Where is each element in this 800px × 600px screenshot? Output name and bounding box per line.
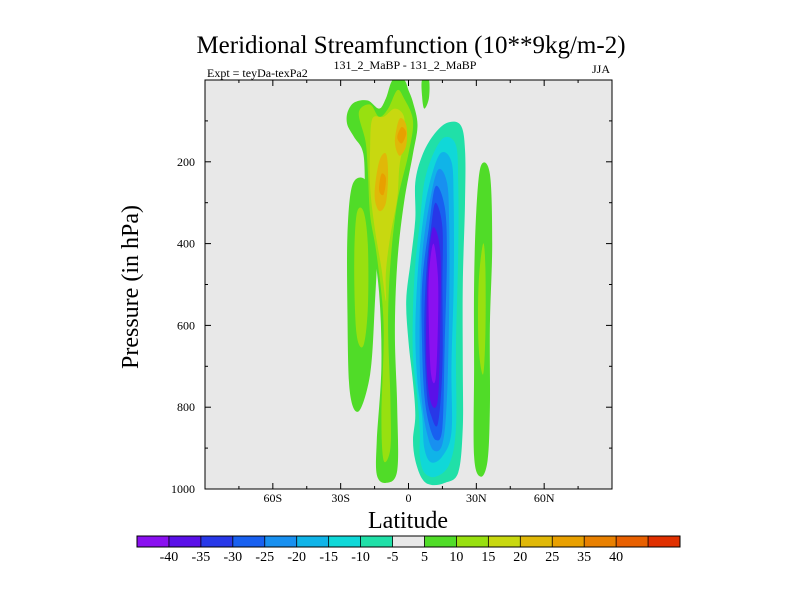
x-tick-label: 30N — [466, 491, 487, 505]
colorbar-bin — [616, 536, 649, 547]
colorbar-bin — [648, 536, 681, 547]
colorbar-label: -25 — [255, 550, 274, 565]
y-tick-label: 1000 — [171, 482, 195, 496]
season-label: JJA — [592, 62, 610, 76]
x-tick-label: 60S — [263, 491, 282, 505]
colorbar-bin — [360, 536, 393, 547]
contour-fill-1-5 — [397, 126, 407, 144]
colorbar-label: 10 — [449, 550, 463, 565]
contour-fill-3-7 — [428, 243, 439, 384]
colorbar-bin — [456, 536, 489, 547]
y-axis-title: Pressure (in hPa) — [118, 205, 144, 369]
colorbar: -40 -35 -30 -25 -20 -15 -10 -5 5 10 15 20 25 35 40 — [136, 535, 681, 565]
colorbar-label: -10 — [351, 550, 370, 565]
colorbar-label: -30 — [223, 550, 242, 565]
chart-title: Meridional Streamfunction (10**9kg/m-2) — [196, 32, 625, 59]
colorbar-bin — [296, 536, 329, 547]
colorbar-label: -40 — [160, 550, 179, 565]
y-tick-label: 600 — [177, 318, 195, 332]
x-tick-label: 0 — [406, 491, 412, 505]
colorbar-label: 20 — [513, 550, 527, 565]
difference-label: 131_2_MaBP - 131_2_MaBP — [334, 58, 477, 72]
x-tick-label: 60N — [534, 491, 555, 505]
colorbar-bin — [137, 536, 170, 547]
contour-fill-1-2 — [369, 108, 405, 301]
contour-layer — [346, 80, 493, 486]
colorbar-bin — [584, 536, 617, 547]
colorbar-bin — [168, 536, 202, 547]
colorbar-label: 35 — [577, 550, 591, 565]
contour-fill-0-1 — [354, 207, 369, 348]
experiment-label: Expt = teyDa-texPa2 — [207, 66, 308, 80]
colorbar-frame — [136, 535, 681, 548]
colorbar-label: -35 — [192, 550, 211, 565]
x-axis: 60S 30S 0 30N 60N — [238, 80, 579, 505]
y-tick-label: 400 — [177, 237, 195, 251]
contour-fill-4-1 — [478, 243, 486, 375]
colorbar-bin — [552, 536, 585, 547]
colorbar-label: 15 — [481, 550, 495, 565]
y-tick-label: 200 — [177, 155, 195, 169]
colorbar-bin — [392, 536, 425, 547]
colorbar-bin — [488, 536, 521, 547]
y-axis: 200 400 600 800 1000 — [171, 120, 612, 496]
y-tick-label: 800 — [177, 400, 195, 414]
x-axis-title: Latitude — [368, 508, 448, 534]
contour-fill-1-6 — [379, 173, 386, 196]
colorbar-bin — [200, 536, 234, 547]
colorbar-bin — [232, 536, 266, 547]
colorbar-label: -5 — [387, 550, 399, 565]
colorbar-bin — [328, 536, 361, 547]
colorbar-bin — [424, 536, 457, 547]
colorbar-label: -20 — [287, 550, 306, 565]
colorbar-label: 40 — [609, 550, 623, 565]
colorbar-label: 25 — [545, 550, 559, 565]
contour-fill-2-0 — [421, 80, 430, 109]
colorbar-bin — [264, 536, 297, 547]
colorbar-label: -15 — [319, 550, 338, 565]
x-tick-label: 30S — [331, 491, 350, 505]
colorbar-bin — [520, 536, 553, 547]
colorbar-label: 5 — [421, 550, 428, 565]
